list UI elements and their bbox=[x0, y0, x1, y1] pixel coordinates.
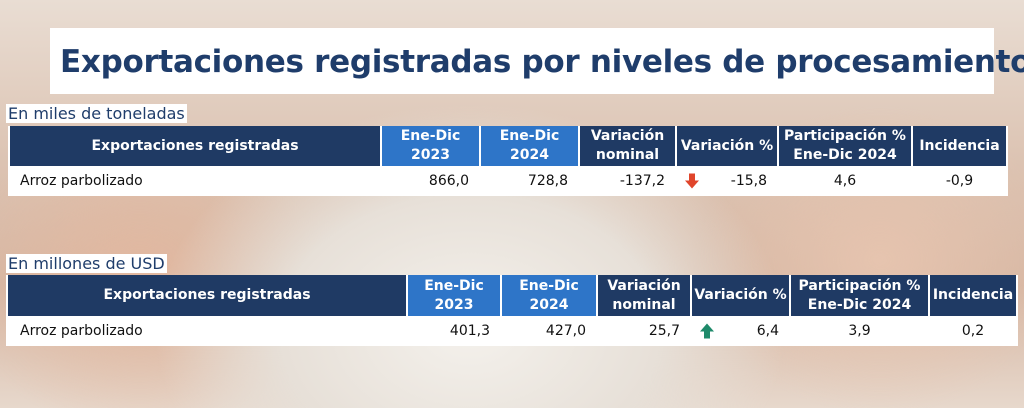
cell-var-pct: 6,4 bbox=[692, 316, 789, 346]
table-header-row: Exportaciones registradas Ene-Dic 2023 En… bbox=[8, 275, 1016, 316]
unit-label-usd: En millones de USD bbox=[6, 254, 167, 273]
cell-participacion: 3,9 bbox=[791, 316, 928, 346]
exports-table-tonnes: Exportaciones registradas Ene-Dic 2023 En… bbox=[8, 126, 1008, 196]
header-participacion: Participación % Ene-Dic 2024 bbox=[791, 275, 928, 316]
cell-2024: 728,8 bbox=[481, 166, 578, 196]
header-2023: Ene-Dic 2023 bbox=[382, 126, 479, 166]
red-down-arrow-icon bbox=[685, 173, 699, 189]
exports-table-usd: Exportaciones registradas Ene-Dic 2023 En… bbox=[6, 275, 1018, 346]
var-pct-value: -15,8 bbox=[730, 173, 767, 189]
cell-2023: 401,3 bbox=[408, 316, 500, 346]
header-2024-b: 2024 bbox=[510, 147, 549, 163]
header-2024: Ene-Dic 2024 bbox=[481, 126, 578, 166]
cell-incidencia: 0,2 bbox=[930, 316, 1016, 346]
header-2024: Ene-Dic 2024 bbox=[502, 275, 596, 316]
cell-var-pct: -15,8 bbox=[677, 166, 777, 196]
header-2023-a: Ene-Dic bbox=[400, 128, 461, 144]
unit-label-tonnes: En miles de toneladas bbox=[6, 104, 187, 123]
title-background bbox=[50, 28, 994, 94]
cell-var-nominal: 25,7 bbox=[598, 316, 690, 346]
page-title: Exportaciones registradas por niveles de… bbox=[60, 44, 1024, 80]
cell-participacion: 4,6 bbox=[779, 166, 911, 196]
header-incidencia: Incidencia bbox=[930, 275, 1016, 316]
header-var-pct: Variación % bbox=[692, 275, 789, 316]
var-pct-value: 6,4 bbox=[756, 323, 779, 339]
header-incidencia: Incidencia bbox=[913, 126, 1006, 166]
header-product: Exportaciones registradas bbox=[8, 275, 406, 316]
header-2024-a: Ene-Dic bbox=[499, 128, 560, 144]
cell-product: Arroz parbolizado bbox=[10, 166, 380, 196]
cell-2024: 427,0 bbox=[502, 316, 596, 346]
cell-var-nominal: -137,2 bbox=[580, 166, 675, 196]
table-row: Arroz parbolizado 866,0 728,8 -137,2 -15… bbox=[10, 166, 1006, 196]
table-row: Arroz parbolizado 401,3 427,0 25,7 6,4 3… bbox=[8, 316, 1016, 346]
green-up-arrow-icon bbox=[700, 323, 714, 339]
cell-incidencia: -0,9 bbox=[913, 166, 1006, 196]
header-2023-b: 2023 bbox=[411, 147, 450, 163]
header-var-nominal: Variación nominal bbox=[580, 126, 675, 166]
cell-product: Arroz parbolizado bbox=[8, 316, 406, 346]
header-var-pct: Variación % bbox=[677, 126, 777, 166]
header-var-nominal: Variación nominal bbox=[598, 275, 690, 316]
cell-2023: 866,0 bbox=[382, 166, 479, 196]
header-product: Exportaciones registradas bbox=[10, 126, 380, 166]
table-header-row: Exportaciones registradas Ene-Dic 2023 En… bbox=[10, 126, 1006, 166]
header-participacion: Participación % Ene-Dic 2024 bbox=[779, 126, 911, 166]
header-2023: Ene-Dic 2023 bbox=[408, 275, 500, 316]
